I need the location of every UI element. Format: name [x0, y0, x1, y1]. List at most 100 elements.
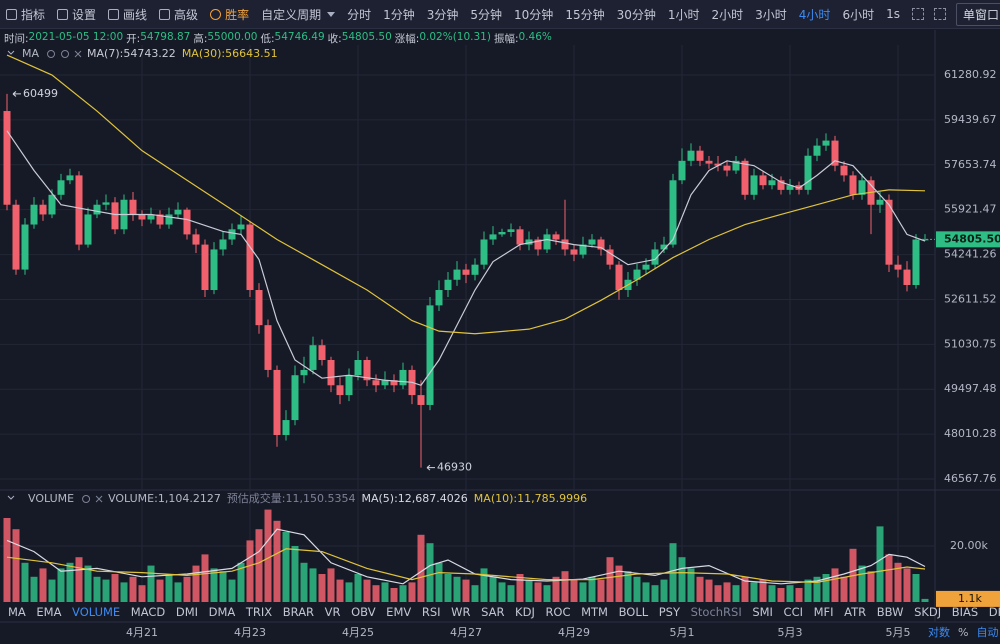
tool-button[interactable]: 画线 — [108, 6, 147, 23]
candle-body — [849, 175, 857, 195]
volume-bar — [435, 562, 443, 602]
interval-button[interactable]: 15分钟 — [565, 7, 605, 22]
candle-body — [102, 202, 110, 205]
indicator-tab[interactable]: ATR — [844, 605, 867, 619]
ohlc-info: 时间: 2021-05-05 12:00 开: 54798.87 高: 55000.00 低… — [4, 31, 555, 46]
volume-bar — [858, 565, 866, 602]
tool-button[interactable]: 高级 — [159, 6, 198, 23]
indicator-tab[interactable]: VR — [324, 605, 341, 619]
candle-body — [12, 204, 20, 270]
candle-body — [597, 239, 605, 250]
candle-body — [291, 375, 299, 421]
candle-body — [588, 239, 596, 245]
indicator-tab[interactable]: MA — [8, 605, 26, 619]
volume-bar — [291, 545, 299, 602]
info-label: 涨幅: — [394, 33, 420, 45]
indicator-tab[interactable]: DMA — [208, 605, 236, 619]
candle-body — [84, 214, 92, 245]
interval-button[interactable]: 1分钟 — [383, 7, 415, 22]
candle-body — [30, 204, 38, 225]
scale-option[interactable]: 对数 — [928, 625, 950, 639]
volume-bar — [525, 579, 533, 602]
indicator-tab[interactable]: DMI — [175, 605, 199, 619]
interval-button[interactable]: 30分钟 — [616, 7, 656, 22]
candle-body — [129, 199, 137, 215]
interval-button[interactable]: 4小时 — [798, 7, 831, 22]
toolbar-right: 1s 单窗口 — [886, 2, 1000, 26]
volume-bar — [12, 529, 20, 602]
interval-button[interactable]: 2小时 — [711, 7, 744, 22]
indicator-tab[interactable]: RSI — [421, 605, 441, 619]
tool-button[interactable]: 设置 — [57, 6, 96, 23]
win-rate-button[interactable]: 胜率 — [210, 6, 249, 23]
date-label: 4月23 — [234, 626, 266, 639]
candle-body — [678, 160, 686, 181]
interval-button[interactable]: 6小时 — [842, 7, 875, 22]
volume-bar — [264, 509, 272, 602]
indicator-tab[interactable]: MTM — [581, 605, 608, 619]
indicator-tab[interactable]: CCI — [783, 605, 803, 619]
legend-text: 预估成交量:11,150.5354 — [227, 491, 356, 505]
interval-button[interactable]: 10分钟 — [514, 7, 554, 22]
candle-body — [345, 375, 353, 396]
window-select[interactable]: 单窗口 — [955, 2, 1000, 26]
indicator-tab[interactable]: SKDJ — [914, 605, 942, 619]
candle-body — [21, 224, 29, 270]
indicator-tab[interactable]: VOLUME — [72, 605, 121, 619]
indicator-tab[interactable]: SMI — [752, 605, 773, 619]
indicator-tab[interactable]: MACD — [130, 605, 166, 619]
indicator-tab[interactable]: OBV — [351, 605, 376, 619]
volume-bar — [534, 582, 542, 602]
info-label: 收: — [327, 33, 342, 45]
custom-period[interactable]: 自定义周期 — [261, 6, 335, 23]
indicator-tab[interactable]: MFI — [813, 605, 834, 619]
candle-body — [48, 194, 56, 215]
candle-body — [219, 239, 227, 250]
snapshot-icon[interactable] — [933, 8, 946, 20]
indicator-tab[interactable]: SAR — [481, 605, 505, 619]
volume-bar — [192, 565, 200, 602]
indicator-tab[interactable]: PSY — [658, 605, 680, 619]
legend-text: VOLUME — [28, 492, 74, 505]
volume-bar — [246, 540, 254, 602]
indicator-tab[interactable]: DPO — [988, 605, 1000, 619]
interval-button[interactable]: 3分钟 — [426, 7, 459, 22]
tool-button[interactable]: 指标 — [6, 6, 45, 23]
settings-icon — [61, 50, 70, 58]
interval-button[interactable]: 1小时 — [667, 7, 700, 22]
indicator-tab[interactable]: EMA — [36, 605, 62, 619]
refresh[interactable]: 1s — [886, 7, 900, 21]
scale-option[interactable]: 自动 — [976, 626, 998, 639]
collapse-icon — [7, 495, 15, 500]
candle-body — [210, 249, 218, 291]
volume-bar — [723, 582, 731, 602]
candle-body — [444, 279, 452, 291]
indicator-tab[interactable]: BOLL — [618, 605, 649, 619]
volume-bar — [471, 585, 479, 602]
volume-bar — [129, 576, 137, 602]
indicator-tab[interactable]: ROC — [545, 605, 571, 619]
indicator-tab[interactable]: TRIX — [245, 605, 273, 619]
indicator-tab[interactable]: WR — [451, 605, 471, 619]
indicator-tab[interactable]: StochRSI — [690, 605, 742, 619]
indicator-tab[interactable]: BIAS — [951, 605, 979, 619]
volume-bar — [813, 576, 821, 602]
scale-option[interactable]: % — [958, 626, 968, 639]
indicator-tab[interactable]: KDJ — [515, 605, 535, 619]
interval-button[interactable]: 3小时 — [755, 7, 787, 22]
volume-bar — [759, 579, 767, 602]
interval-button[interactable]: 5分钟 — [470, 7, 503, 22]
volume-bar — [120, 582, 128, 602]
volume-bar — [408, 582, 416, 602]
indicator-tab[interactable]: BRAR — [282, 605, 315, 619]
interval-button[interactable]: 分时 — [347, 7, 372, 22]
volume-bar — [570, 579, 578, 602]
last-volume-tag — [936, 590, 1000, 607]
indicator-tab[interactable]: BBW — [876, 605, 904, 619]
volume-bar — [48, 579, 56, 602]
indicator-tab[interactable]: EMV — [386, 605, 412, 619]
candle-body — [282, 420, 290, 436]
fullscreen-icon[interactable] — [911, 8, 924, 20]
date-label: 5月3 — [778, 626, 803, 639]
candle-body — [399, 369, 407, 386]
